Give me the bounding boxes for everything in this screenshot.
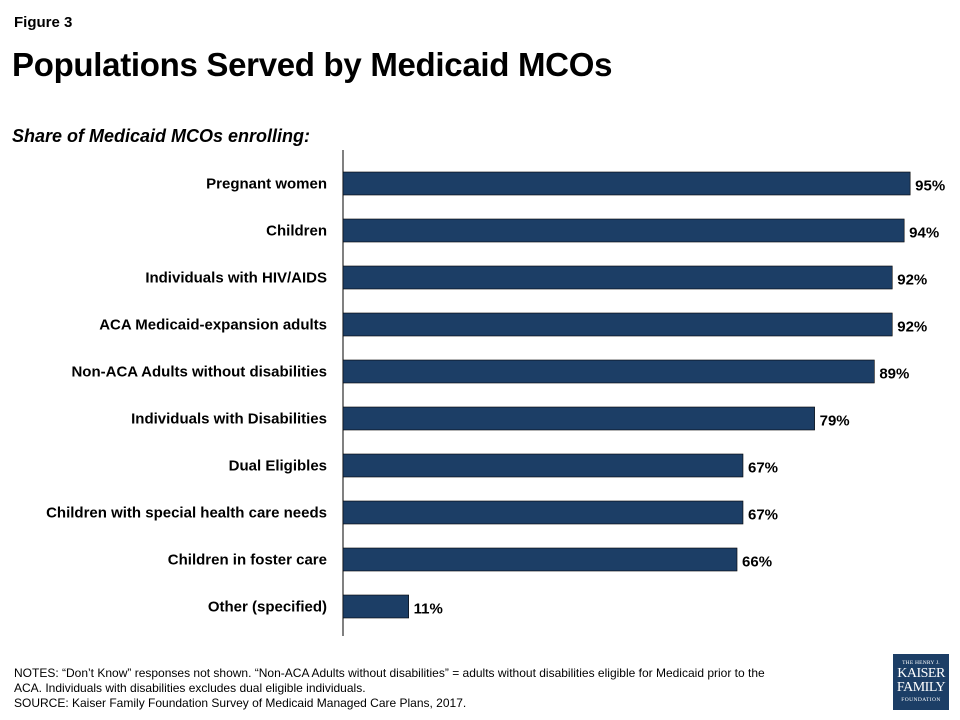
logo-line-4: FOUNDATION bbox=[901, 697, 941, 703]
data-label: 92% bbox=[897, 272, 927, 289]
category-label: ACA Medicaid-expansion adults bbox=[99, 317, 327, 334]
logo-line-2: KAISER bbox=[897, 666, 945, 681]
data-label: 66% bbox=[742, 554, 772, 571]
category-label: Other (specified) bbox=[208, 599, 327, 616]
notes-line-1: NOTES: “Don’t Know” responses not shown.… bbox=[14, 666, 765, 680]
category-label: Individuals with HIV/AIDS bbox=[145, 270, 327, 287]
category-label: Children with special health care needs bbox=[46, 505, 327, 522]
data-label: 92% bbox=[897, 319, 927, 336]
chart-subtitle: Share of Medicaid MCOs enrolling: bbox=[12, 126, 311, 146]
logo-line-1: THE HENRY J. bbox=[902, 660, 940, 666]
bar bbox=[342, 218, 905, 243]
data-label: 67% bbox=[748, 507, 778, 524]
bar bbox=[342, 265, 893, 290]
kff-logo: THE HENRY J. KAISER FAMILY FOUNDATION bbox=[893, 654, 949, 710]
category-label: Children in foster care bbox=[168, 552, 327, 569]
category-label: Non-ACA Adults without disabilities bbox=[71, 364, 327, 381]
bar bbox=[342, 594, 409, 619]
bar bbox=[342, 406, 815, 431]
source-line: SOURCE: Kaiser Family Foundation Survey … bbox=[14, 696, 467, 710]
category-label: Pregnant women bbox=[206, 176, 327, 193]
chart-title: Populations Served by Medicaid MCOs bbox=[12, 46, 613, 83]
category-label: Dual Eligibles bbox=[229, 458, 327, 475]
data-label: 94% bbox=[909, 225, 939, 242]
data-label: 95% bbox=[915, 178, 945, 195]
figure-label: Figure 3 bbox=[14, 14, 73, 31]
category-label: Individuals with Disabilities bbox=[131, 411, 327, 428]
data-label: 89% bbox=[879, 366, 909, 383]
data-label: 11% bbox=[414, 601, 443, 618]
bar bbox=[342, 500, 744, 525]
data-label: 79% bbox=[820, 413, 850, 430]
notes-block: NOTES: “Don’t Know” responses not shown.… bbox=[14, 666, 874, 711]
bar-series: Pregnant women 95% Children 94% Individuals … bbox=[46, 171, 945, 619]
category-label: Children bbox=[266, 223, 327, 240]
bar bbox=[342, 547, 738, 572]
bar bbox=[342, 359, 875, 384]
notes-line-2: ACA. Individuals with disabilities exclu… bbox=[14, 681, 366, 695]
data-label: 67% bbox=[748, 460, 778, 477]
logo-line-3: FAMILY bbox=[896, 680, 946, 695]
bar-chart: Pregnant women 95% Children 94% Individuals … bbox=[46, 150, 945, 636]
bar bbox=[342, 171, 911, 196]
bar bbox=[342, 453, 744, 478]
bar bbox=[342, 312, 893, 337]
